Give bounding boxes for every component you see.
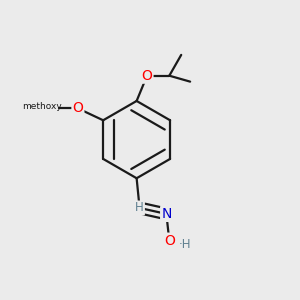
Text: O: O [73,101,83,116]
Text: methoxy: methoxy [22,102,62,111]
Text: O: O [164,234,175,248]
Text: ·H: ·H [179,238,191,251]
Text: O: O [142,69,152,83]
Text: N: N [161,207,172,221]
Text: H: H [135,202,144,214]
